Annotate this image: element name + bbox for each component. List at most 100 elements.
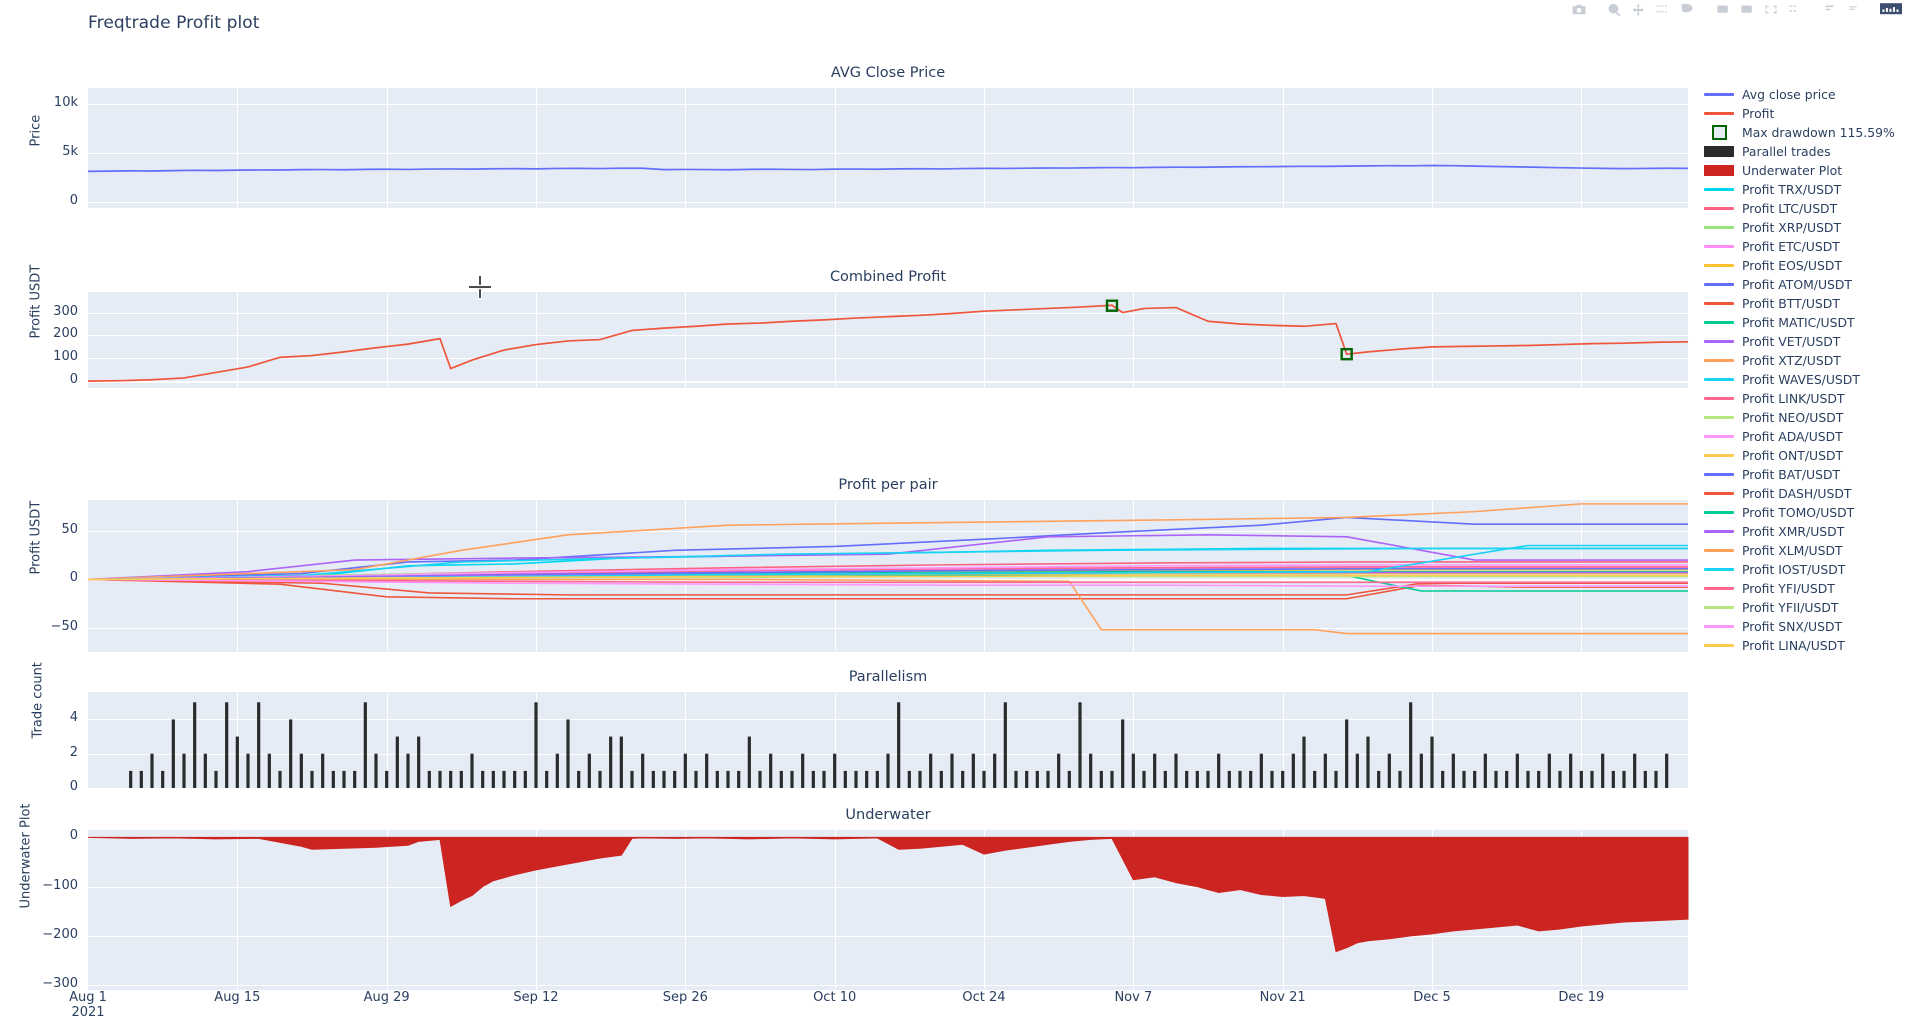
pan-icon[interactable] xyxy=(1628,1,1650,17)
camera-icon[interactable] xyxy=(1568,1,1590,17)
box-select-icon[interactable] xyxy=(1652,1,1674,17)
legend-item-profit-yfii-usdt[interactable]: Profit YFII/USDT xyxy=(1702,598,1907,617)
bar xyxy=(1131,753,1135,788)
x-gridline xyxy=(386,692,388,788)
bar xyxy=(1537,770,1541,788)
legend-item-underwater-plot[interactable]: Underwater Plot xyxy=(1702,161,1907,180)
legend-label: Profit IOST/USDT xyxy=(1742,562,1846,577)
bar xyxy=(1046,770,1050,788)
legend-item-profit-trx-usdt[interactable]: Profit TRX/USDT xyxy=(1702,180,1907,199)
bar xyxy=(1547,753,1551,788)
series-layer xyxy=(87,164,1689,173)
legend-marker xyxy=(1704,207,1734,210)
zoom-icon[interactable] xyxy=(1604,1,1626,17)
legend-item-profit-vet-usdt[interactable]: Profit VET/USDT xyxy=(1702,332,1907,351)
subplot-title: AVG Close Price xyxy=(830,65,946,81)
legend-item-profit-link-usdt[interactable]: Profit LINK/USDT xyxy=(1702,389,1907,408)
bar xyxy=(694,770,698,788)
legend-item-profit-dash-usdt[interactable]: Profit DASH/USDT xyxy=(1702,484,1907,503)
bar xyxy=(939,770,943,788)
bar xyxy=(971,753,975,788)
bar xyxy=(1110,770,1114,788)
legend-marker xyxy=(1704,606,1734,609)
series-layer xyxy=(87,836,1689,953)
legend-item-avg-close-price[interactable]: Avg close price xyxy=(1702,85,1907,104)
legend-item-profit-etc-usdt[interactable]: Profit ETC/USDT xyxy=(1702,237,1907,256)
bar xyxy=(385,770,389,788)
legend-label: Profit ATOM/USDT xyxy=(1742,277,1853,292)
hover-compare-icon[interactable] xyxy=(1844,1,1866,17)
legend-item-parallel-trades[interactable]: Parallel trades xyxy=(1702,142,1907,161)
legend-item-profit-matic-usdt[interactable]: Profit MATIC/USDT xyxy=(1702,313,1907,332)
bar xyxy=(395,736,399,788)
legend-item-profit-bat-usdt[interactable]: Profit BAT/USDT xyxy=(1702,465,1907,484)
subplot-parallelism[interactable]: Parallelism 0 2 4 Trade count xyxy=(31,662,1688,794)
plotly-modebar[interactable] xyxy=(1554,0,1902,18)
autoscale-icon[interactable] xyxy=(1760,1,1782,17)
legend-label: Profit BTT/USDT xyxy=(1742,296,1840,311)
legend-item-profit-yfi-usdt[interactable]: Profit YFI/USDT xyxy=(1702,579,1907,598)
legend-label: Profit NEO/USDT xyxy=(1742,410,1844,425)
subplot-combined-profit[interactable]: Combined Profit 0 100 200 300 Profit USDT xyxy=(29,265,1689,388)
subplot-avg-close-price[interactable]: AVG Close Price 0 5k 10k Price xyxy=(29,65,1689,208)
legend-marker xyxy=(1704,321,1734,324)
bar xyxy=(1483,753,1487,788)
legend-item-profit-xlm-usdt[interactable]: Profit XLM/USDT xyxy=(1702,541,1907,560)
bar xyxy=(1270,770,1274,788)
subplot-title: Parallelism xyxy=(848,669,928,685)
legend-item-profit-xmr-usdt[interactable]: Profit XMR/USDT xyxy=(1702,522,1907,541)
legend-item-profit-ltc-usdt[interactable]: Profit LTC/USDT xyxy=(1702,199,1907,218)
spike-lines-icon[interactable] xyxy=(1820,1,1842,17)
legend-item-profit-lina-usdt[interactable]: Profit LINA/USDT xyxy=(1702,636,1907,655)
legend-item-profit-iost-usdt[interactable]: Profit IOST/USDT xyxy=(1702,560,1907,579)
lasso-select-icon[interactable] xyxy=(1676,1,1698,17)
bar xyxy=(545,770,549,788)
legend-item-profit-snx-usdt[interactable]: Profit SNX/USDT xyxy=(1702,617,1907,636)
bar xyxy=(427,770,431,788)
bar xyxy=(715,770,719,788)
y-gridline xyxy=(88,152,1688,154)
reset-axes-icon[interactable] xyxy=(1784,1,1806,17)
subplot-underwater[interactable]: Underwater 0 −100 −200 −300 Underwater Plot xyxy=(19,803,1689,991)
legend-item-profit-ada-usdt[interactable]: Profit ADA/USDT xyxy=(1702,427,1907,446)
legend-label: Profit BAT/USDT xyxy=(1742,467,1841,482)
plot-legend[interactable]: Avg close price Profit Max drawdown 115.59… xyxy=(1702,85,1907,655)
legend-label: Profit YFII/USDT xyxy=(1742,600,1839,615)
legend-item-profit-xtz-usdt[interactable]: Profit XTZ/USDT xyxy=(1702,351,1907,370)
x-gridline xyxy=(1282,292,1284,388)
legend-marker xyxy=(1704,416,1734,419)
zoom-out-icon[interactable] xyxy=(1736,1,1758,17)
legend-item-profit-btt-usdt[interactable]: Profit BTT/USDT xyxy=(1702,294,1907,313)
legend-label: Profit XRP/USDT xyxy=(1742,220,1842,235)
subplot-profit-per-pair[interactable]: Profit per pair −50 0 50 Profit USDT xyxy=(29,477,1688,652)
legend-marker xyxy=(1704,511,1734,514)
zoom-in-icon[interactable] xyxy=(1712,1,1734,17)
legend-item-profit-xrp-usdt[interactable]: Profit XRP/USDT xyxy=(1702,218,1907,237)
legend-label: Underwater Plot xyxy=(1742,163,1843,178)
x-tick-label: Sep 12 xyxy=(513,990,559,1005)
plotly-logo-icon[interactable] xyxy=(1880,1,1902,17)
subplot-title: Profit per pair xyxy=(838,477,938,493)
legend-item-profit-eos-usdt[interactable]: Profit EOS/USDT xyxy=(1702,256,1907,275)
legend-item-profit-neo-usdt[interactable]: Profit NEO/USDT xyxy=(1702,408,1907,427)
legend-item-profit-tomo-usdt[interactable]: Profit TOMO/USDT xyxy=(1702,503,1907,522)
bar xyxy=(1409,702,1413,788)
legend-item-profit-atom-usdt[interactable]: Profit ATOM/USDT xyxy=(1702,275,1907,294)
legend-label: Profit TRX/USDT xyxy=(1742,182,1842,197)
legend-swatch-icon xyxy=(1702,638,1736,654)
bar xyxy=(1643,770,1647,788)
legend-item-max-drawdown-115-59-[interactable]: Max drawdown 115.59% xyxy=(1702,123,1907,142)
x-tick-label: Sep 26 xyxy=(662,990,708,1005)
bar xyxy=(1238,770,1242,788)
legend-item-profit-ont-usdt[interactable]: Profit ONT/USDT xyxy=(1702,446,1907,465)
bar xyxy=(321,753,325,788)
y-gridline xyxy=(88,335,1688,337)
bar xyxy=(1206,770,1210,788)
bar xyxy=(1281,770,1285,788)
legend-marker xyxy=(1704,473,1734,476)
legend-item-profit-waves-usdt[interactable]: Profit WAVES/USDT xyxy=(1702,370,1907,389)
subplot-title: Combined Profit xyxy=(829,269,947,285)
bar xyxy=(907,770,911,788)
x-axis: Aug 1 2021 Aug 15 Aug 29 Sep 12 Sep 26 Oct 10 O… xyxy=(69,990,1688,1024)
legend-item-profit[interactable]: Profit xyxy=(1702,104,1907,123)
